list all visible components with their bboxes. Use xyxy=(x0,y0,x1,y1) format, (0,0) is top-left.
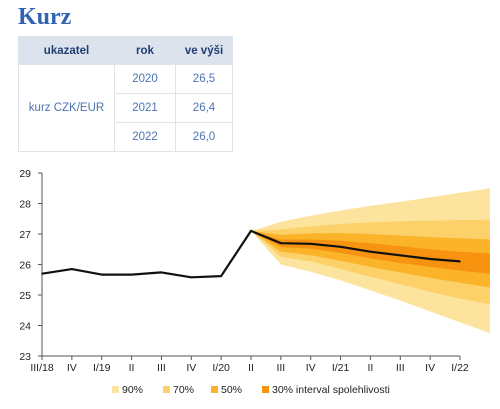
data-point xyxy=(369,250,372,253)
header-year: rok xyxy=(114,36,176,65)
x-tick-label: III/18 xyxy=(30,362,54,374)
x-tick-label: II xyxy=(129,362,135,374)
data-point xyxy=(339,246,342,248)
x-tick-label: I/22 xyxy=(451,362,469,374)
year-cell: 2020 xyxy=(114,64,176,94)
x-tick-label: IV xyxy=(186,362,196,374)
data-point xyxy=(309,242,312,245)
legend-swatch-1 xyxy=(163,386,170,393)
x-tick-label: IV xyxy=(67,362,77,374)
y-tick-label: 24 xyxy=(19,321,31,333)
y-tick-label: 29 xyxy=(19,168,31,180)
data-point xyxy=(41,272,43,275)
year-cell: 2022 xyxy=(114,122,176,152)
x-tick-label: III xyxy=(276,362,285,374)
forecast-table: ukazatel rok ve výši kurz CZK/EUR 2020 2… xyxy=(18,36,233,152)
legend-swatch-3 xyxy=(262,386,269,393)
legend-label-2: 50% xyxy=(221,384,242,396)
year-cell: 2021 xyxy=(114,93,176,123)
y-tick-label: 26 xyxy=(19,260,31,272)
x-tick-label: III xyxy=(157,362,166,374)
x-tick-label: I/21 xyxy=(332,362,350,374)
y-tick-label: 23 xyxy=(19,351,31,363)
y-tick-label: 25 xyxy=(19,290,31,302)
legend-label-0: 90% xyxy=(122,384,143,396)
y-tick-label: 27 xyxy=(19,229,31,241)
value-cell: 26,0 xyxy=(175,122,233,152)
value-cell: 26,5 xyxy=(175,64,233,94)
data-point xyxy=(100,273,103,276)
table-header-row: ukazatel rok ve výši xyxy=(18,36,233,65)
data-point xyxy=(399,254,402,257)
x-tick-label: IV xyxy=(425,362,435,374)
table-row: 2022 26,0 xyxy=(19,122,233,152)
page-title: Kurz xyxy=(18,4,72,30)
table-row: 2021 26,4 xyxy=(19,93,233,123)
legend-swatch-2 xyxy=(211,386,218,393)
x-tick-label: II xyxy=(248,362,254,374)
header-indicator: ukazatel xyxy=(18,36,115,65)
data-point xyxy=(459,260,461,263)
x-tick-label: II xyxy=(368,362,374,374)
header-value: ve výši xyxy=(175,36,233,65)
legend-label-3: 30% interval spolehlivosti xyxy=(272,384,390,396)
data-point xyxy=(429,258,431,260)
legend-swatch-0 xyxy=(112,386,119,393)
x-tick-label: IV xyxy=(306,362,316,374)
x-tick-label: III xyxy=(396,362,405,374)
table-row: kurz CZK/EUR 2020 26,5 xyxy=(18,64,233,152)
data-point xyxy=(220,275,222,277)
x-tick-label: I/20 xyxy=(212,362,230,374)
value-cell: 26,4 xyxy=(175,93,233,123)
data-point xyxy=(71,268,73,270)
data-point xyxy=(250,230,252,232)
x-tick-label: I/19 xyxy=(93,362,111,374)
data-point xyxy=(160,271,163,274)
data-point xyxy=(190,276,193,279)
y-tick-label: 28 xyxy=(19,199,31,211)
indicator-cell: kurz CZK/EUR xyxy=(18,64,115,152)
data-point xyxy=(130,273,133,276)
data-point xyxy=(280,242,282,244)
legend-label-1: 70% xyxy=(173,384,194,396)
